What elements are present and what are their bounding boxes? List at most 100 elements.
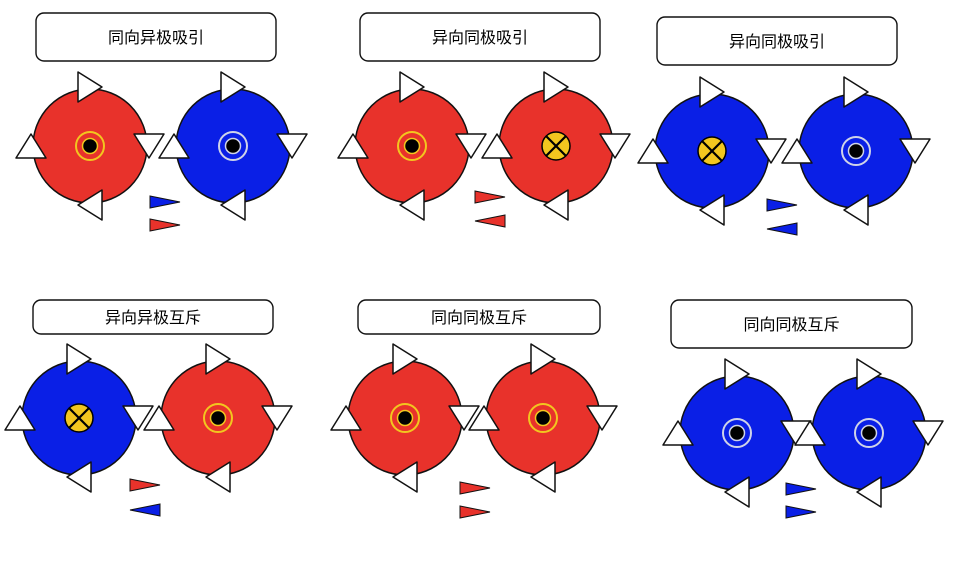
rim-arrow-icon — [543, 71, 569, 103]
rim-arrow-icon — [158, 133, 190, 159]
panel-label: 同向异极吸引 — [35, 12, 277, 62]
panel-label: 异向同极吸引 — [656, 16, 898, 66]
pole-dot-icon — [847, 142, 865, 160]
pole-dot-icon — [81, 137, 99, 155]
panel-label: 同向同极互斥 — [670, 299, 913, 349]
rim-arrow-icon — [122, 405, 154, 431]
rim-arrow-icon — [637, 138, 669, 164]
small-direction-arrow-icon — [129, 478, 161, 492]
rim-arrow-icon — [781, 138, 813, 164]
rim-arrow-icon — [724, 358, 750, 390]
small-direction-arrow-icon — [785, 505, 817, 519]
rim-arrow-icon — [755, 138, 787, 164]
rim-arrow-icon — [468, 405, 500, 431]
rim-arrow-icon — [856, 358, 882, 390]
small-direction-arrow-icon — [149, 218, 181, 232]
panel-label-text: 异向同极吸引 — [729, 32, 825, 51]
rim-arrow-icon — [481, 133, 513, 159]
rim-arrow-icon — [66, 343, 92, 375]
panel-label-text: 异向异极互斥 — [105, 308, 201, 327]
pole-ring-icon — [722, 418, 752, 448]
left-disk — [330, 343, 480, 493]
rim-arrow-icon — [455, 133, 487, 159]
right-disk — [158, 71, 308, 221]
rim-arrow-icon — [699, 76, 725, 108]
rim-arrow-icon — [662, 420, 694, 446]
right-disk — [143, 343, 293, 493]
pole-cross-icon — [64, 403, 94, 433]
small-direction-arrow-icon — [474, 190, 506, 204]
panel-4: 异向异极互斥 — [4, 299, 293, 517]
rim-arrow-icon — [530, 343, 556, 375]
right-disk — [794, 358, 944, 508]
rim-arrow-icon — [399, 189, 425, 221]
pole-ring-icon — [841, 136, 871, 166]
pole-ring-icon — [75, 131, 105, 161]
small-direction-arrow-icon — [474, 214, 506, 228]
left-disk — [4, 343, 154, 493]
pole-dot-icon — [534, 409, 552, 427]
pole-dot-icon — [396, 409, 414, 427]
rim-arrow-icon — [77, 189, 103, 221]
panel-label-text: 同向异极吸引 — [108, 28, 204, 47]
panel-3: 异向同极吸引 — [637, 16, 931, 236]
rim-arrow-icon — [794, 420, 826, 446]
panel-6: 同向同极互斥 — [662, 299, 944, 519]
rim-arrow-icon — [205, 461, 231, 493]
rim-arrow-icon — [899, 138, 931, 164]
small-direction-arrow-icon — [149, 195, 181, 209]
rim-arrow-icon — [843, 194, 869, 226]
rim-arrow-icon — [261, 405, 293, 431]
pole-ring-icon — [397, 131, 427, 161]
pole-ring-icon — [854, 418, 884, 448]
pole-ring-icon — [390, 403, 420, 433]
small-direction-arrow-icon — [785, 482, 817, 496]
right-disk — [481, 71, 631, 221]
rim-arrow-icon — [133, 133, 165, 159]
rim-arrow-icon — [586, 405, 618, 431]
panel-label: 同向同极互斥 — [357, 299, 601, 335]
panel-label: 异向同极吸引 — [359, 12, 601, 62]
rim-arrow-icon — [599, 133, 631, 159]
rim-arrow-icon — [276, 133, 308, 159]
left-disk — [337, 71, 487, 221]
panel-label-text: 异向同极吸引 — [432, 28, 528, 47]
small-direction-arrow-icon — [766, 198, 798, 212]
rim-arrow-icon — [77, 71, 103, 103]
pole-dot-icon — [728, 424, 746, 442]
rim-arrow-icon — [15, 133, 47, 159]
pole-ring-icon — [528, 403, 558, 433]
rim-arrow-icon — [399, 71, 425, 103]
pole-cross-icon — [697, 136, 727, 166]
rim-arrow-icon — [392, 461, 418, 493]
rim-arrow-icon — [220, 71, 246, 103]
left-disk — [637, 76, 787, 226]
panel-label-text: 同向同极互斥 — [743, 315, 839, 334]
rim-arrow-icon — [530, 461, 556, 493]
pole-ring-icon — [218, 131, 248, 161]
pole-dot-icon — [860, 424, 878, 442]
small-direction-arrow-icon — [766, 222, 798, 236]
rim-arrow-icon — [856, 476, 882, 508]
rim-arrow-icon — [66, 461, 92, 493]
rim-arrow-icon — [330, 405, 362, 431]
rim-arrow-icon — [205, 343, 231, 375]
small-direction-arrow-icon — [129, 503, 161, 517]
rim-arrow-icon — [220, 189, 246, 221]
rim-arrow-icon — [392, 343, 418, 375]
rim-arrow-icon — [143, 405, 175, 431]
rim-arrow-icon — [337, 133, 369, 159]
pole-dot-icon — [224, 137, 242, 155]
pole-cross-icon — [541, 131, 571, 161]
panel-1: 同向异极吸引 — [15, 12, 308, 232]
small-direction-arrow-icon — [459, 481, 491, 495]
rim-arrow-icon — [4, 405, 36, 431]
rim-arrow-icon — [543, 189, 569, 221]
pole-ring-icon — [203, 403, 233, 433]
right-disk — [468, 343, 618, 493]
rim-arrow-icon — [843, 76, 869, 108]
pole-dot-icon — [403, 137, 421, 155]
pole-dot-icon — [209, 409, 227, 427]
rim-arrow-icon — [448, 405, 480, 431]
